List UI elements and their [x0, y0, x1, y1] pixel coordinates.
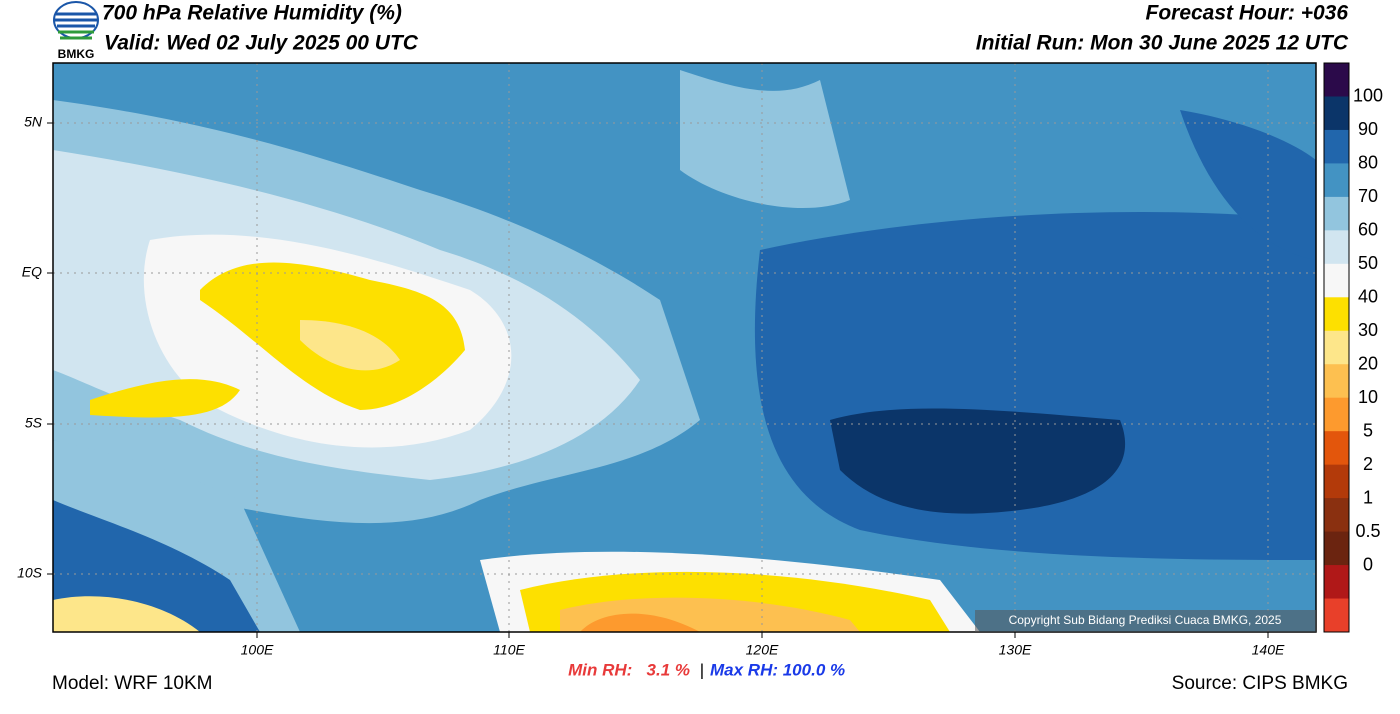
- colorbar-segment: [1324, 431, 1349, 466]
- colorbar-label: 5: [1363, 420, 1373, 440]
- colorbar-segment: [1324, 565, 1349, 600]
- lat-label: EQ: [22, 264, 42, 280]
- colorbar-label: 40: [1358, 287, 1378, 307]
- max-rh: Max RH: 100.0 %: [710, 660, 845, 679]
- graticule: [53, 63, 1316, 632]
- colorbar-segment: [1324, 498, 1349, 533]
- forecast-hour: Forecast Hour: +036: [1146, 2, 1349, 25]
- colorbar-segment: [1324, 163, 1349, 198]
- lat-label: 5N: [24, 114, 43, 130]
- colorbar-segment: [1324, 598, 1349, 633]
- source: Source: CIPS BMKG: [1172, 673, 1348, 694]
- lon-label: 120E: [746, 642, 779, 658]
- colorbar-label: 70: [1358, 186, 1378, 206]
- colorbar-segment: [1324, 297, 1349, 332]
- logo-text: BMKG: [58, 47, 95, 61]
- colorbar-segment: [1324, 330, 1349, 365]
- lat-label: 10S: [17, 565, 43, 581]
- colorbar-segment: [1324, 63, 1349, 97]
- colorbar-segment: [1324, 464, 1349, 499]
- humidity-field: [53, 63, 1316, 632]
- colorbar-segment: [1324, 230, 1349, 265]
- colorbar-segment: [1324, 397, 1349, 432]
- colorbar-label: 0: [1363, 554, 1373, 574]
- lat-label: 5S: [25, 415, 43, 431]
- min-rh: Min RH: 3.1 %: [568, 660, 690, 679]
- colorbar-segment: [1324, 531, 1349, 566]
- lon-label: 100E: [241, 642, 274, 658]
- colorbar-label: 10: [1358, 387, 1378, 407]
- colorbar-segment: [1324, 263, 1349, 298]
- copyright-box: [975, 610, 1316, 632]
- copyright: Copyright Sub Bidang Prediksi Cuaca BMKG…: [1009, 613, 1282, 627]
- colorbar-segment: [1324, 96, 1349, 131]
- colorbar-label: 20: [1358, 353, 1378, 373]
- colorbar-label: 90: [1358, 119, 1378, 139]
- colorbar-label: 30: [1358, 320, 1378, 340]
- model: Model: WRF 10KM: [52, 673, 212, 694]
- separator: |: [700, 660, 704, 679]
- colorbar-label: 2: [1363, 454, 1373, 474]
- map-frame: [52, 62, 1317, 633]
- lon-label: 140E: [1252, 642, 1285, 658]
- colorbar-label: 1: [1363, 487, 1373, 507]
- colorbar-label: 50: [1358, 253, 1378, 273]
- lon-label: 110E: [493, 642, 525, 658]
- colorbar-label: 0.5: [1355, 521, 1380, 541]
- valid-time: Valid: Wed 02 July 2025 00 UTC: [104, 32, 419, 55]
- colorbar-segment: [1324, 129, 1349, 164]
- colorbar-segment: [1324, 196, 1349, 231]
- colorbar-label: 100: [1353, 86, 1383, 106]
- colorbar-label: 60: [1358, 220, 1378, 240]
- colorbar-segment: [1324, 364, 1349, 399]
- colorbar-frame: [1323, 62, 1350, 633]
- logo: BMKG: [53, 1, 99, 61]
- lon-label: 130E: [999, 642, 1032, 658]
- colorbar-label: 80: [1358, 153, 1378, 173]
- initial-run: Initial Run: Mon 30 June 2025 12 UTC: [976, 32, 1349, 55]
- title: 700 hPa Relative Humidity (%): [102, 2, 402, 25]
